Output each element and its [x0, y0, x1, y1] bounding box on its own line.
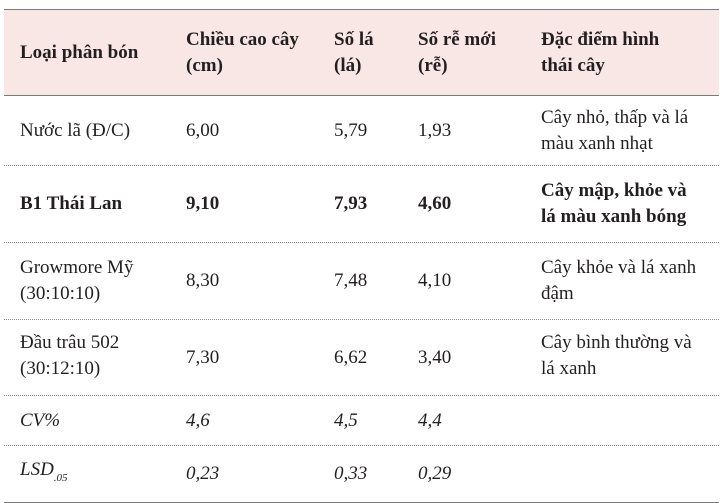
fertilizer-npk-ratio: (30:10:10) [20, 283, 101, 304]
stat-label-subscript: .05 [53, 472, 68, 484]
fertilizer-type-cell: Đầu trâu 502 (30:12:10) [4, 320, 186, 382]
plant-height-cell: 0,23 [186, 463, 220, 484]
header-plant-height-line1: Chiều cao cây [186, 28, 299, 50]
header-plant-height-unit: (cm) [186, 54, 223, 76]
fertilizer-name: Growmore Mỹ [20, 257, 134, 278]
fertilizer-type-cell: B1 Thái Lan [20, 193, 123, 214]
new-roots-cell: 3,40 [418, 346, 452, 368]
plant-height-cell: 7,30 [186, 346, 220, 368]
fertilizer-npk-ratio: (30:12:10) [20, 358, 101, 379]
header-new-roots-line1: Số rễ mới [418, 28, 497, 50]
morphology-line1: Cây mập, khỏe và [541, 180, 687, 201]
morphology-line2: lá xanh [541, 358, 597, 379]
morphology-cell: Cây bình thường và lá xanh [541, 320, 719, 382]
table-header-row: Loại phân bón Chiều cao cây (cm) Số lá (… [4, 10, 719, 96]
header-morphology-line1: Đặc điểm hình [541, 28, 660, 50]
leaf-count-cell: 7,93 [334, 193, 368, 214]
header-new-roots: Số rễ mới (rễ) [418, 27, 541, 79]
morphology-cell: Cây mập, khỏe và lá màu xanh bóng [541, 178, 719, 230]
leaf-count-cell: 7,48 [334, 270, 368, 291]
morphology-cell: Cây khỏe và lá xanh đậm [541, 255, 719, 307]
morphology-line1: Cây khỏe và lá xanh [541, 257, 697, 278]
new-roots-cell: 4,60 [418, 193, 452, 214]
plant-height-cell: 6,00 [186, 119, 220, 141]
header-leaf-count-unit: (lá) [334, 54, 362, 76]
header-new-roots-unit: (rễ) [418, 54, 448, 76]
header-plant-height: Chiều cao cây (cm) [186, 27, 334, 79]
table-row-cv: CV% 4,6 4,5 4,4 [4, 396, 719, 446]
header-morphology: Đặc điểm hình thái cây [541, 27, 719, 79]
morphology-line2: lá màu xanh bóng [541, 206, 687, 227]
stat-label-cell: CV% [20, 409, 61, 431]
fertilizer-type-cell: Growmore Mỹ (30:10:10) [4, 255, 186, 307]
plant-height-cell: 4,6 [186, 409, 210, 431]
header-fertilizer-type: Loại phân bón [20, 41, 139, 63]
morphology-line1: Cây nhỏ, thấp và lá [541, 106, 689, 128]
leaf-count-cell: 6,62 [334, 346, 368, 368]
fertilizer-type-cell: Nước lã (Đ/C) [20, 119, 131, 141]
fertilizer-name: Đầu trâu 502 [20, 332, 120, 353]
leaf-count-cell: 4,5 [334, 409, 358, 431]
table-row: Growmore Mỹ (30:10:10) 8,30 7,48 4,10 Câ… [4, 243, 719, 320]
plant-height-cell: 9,10 [186, 193, 220, 214]
table-row: B1 Thái Lan 9,10 7,93 4,60 Cây mập, khỏe… [4, 166, 719, 243]
header-leaf-count: Số lá (lá) [334, 27, 418, 79]
leaf-count-cell: 0,33 [334, 463, 368, 484]
new-roots-cell: 1,93 [418, 119, 452, 141]
new-roots-cell: 4,10 [418, 270, 452, 291]
morphology-cell: Cây nhỏ, thấp và lá màu xanh nhạt [541, 105, 719, 157]
fertilizer-comparison-table: Loại phân bón Chiều cao cây (cm) Số lá (… [4, 9, 719, 503]
stat-label: LSD [20, 459, 54, 480]
table-row: Nước lã (Đ/C) 6,00 5,79 1,93 Cây nhỏ, th… [4, 96, 719, 166]
new-roots-cell: 0,29 [418, 463, 452, 484]
table-row: Đầu trâu 502 (30:12:10) 7,30 6,62 3,40 C… [4, 320, 719, 396]
leaf-count-cell: 5,79 [334, 119, 368, 141]
header-leaf-count-line1: Số lá [334, 28, 374, 50]
plant-height-cell: 8,30 [186, 270, 220, 291]
morphology-line2: màu xanh nhạt [541, 132, 653, 154]
header-morphology-line2: thái cây [541, 54, 605, 76]
table-row-lsd: LSD.05 0,23 0,33 0,29 [4, 446, 719, 502]
morphology-line1: Cây bình thường và [541, 332, 692, 353]
stat-label-cell: LSD.05 [4, 457, 186, 491]
morphology-line2: đậm [541, 283, 574, 304]
new-roots-cell: 4,4 [418, 409, 442, 431]
